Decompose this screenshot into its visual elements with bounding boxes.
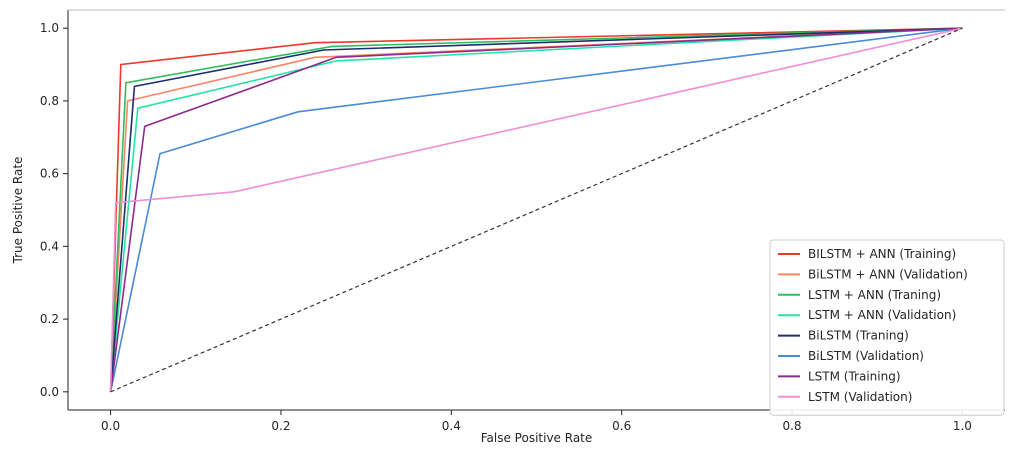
x-tick-label: 1.0 bbox=[953, 419, 972, 433]
y-tick-label: 0.6 bbox=[40, 167, 59, 181]
x-tick-label: 0.8 bbox=[782, 419, 801, 433]
y-tick-label: 0.4 bbox=[40, 239, 59, 253]
legend-label: LSTM (Training) bbox=[808, 369, 901, 383]
y-tick-label: 0.8 bbox=[40, 94, 59, 108]
series-line-lstm-ann-traning bbox=[109, 27, 963, 392]
legend-label: LSTM (Validation) bbox=[808, 390, 912, 404]
y-tick-label: 0.2 bbox=[40, 312, 59, 326]
legend-box bbox=[769, 239, 1005, 416]
series-group bbox=[109, 27, 963, 392]
legend-label: BiLSTM (Validation) bbox=[808, 349, 924, 363]
series-line-lstm-validation bbox=[109, 27, 963, 392]
x-tick-label: 0.6 bbox=[612, 419, 631, 433]
x-tick-label: 0.4 bbox=[442, 419, 461, 433]
legend: BILSTM + ANN (Training) BiLSTM + ANN (Val… bbox=[769, 239, 1005, 416]
y-axis-label: True Positive Rate bbox=[11, 157, 25, 265]
reference-diagonal-line bbox=[110, 27, 963, 393]
series-line-bilstm-validation bbox=[109, 27, 963, 392]
legend-label: BILSTM + ANN (Training) bbox=[808, 247, 956, 261]
legend-label: LSTM + ANN (Traning) bbox=[808, 288, 941, 302]
reference-line-group bbox=[110, 27, 963, 393]
series-line-lstm-training bbox=[109, 27, 963, 392]
x-axis-label: False Positive Rate bbox=[481, 431, 593, 445]
y-tick-label: 1.0 bbox=[40, 21, 59, 35]
series-line-lstm-ann-validation bbox=[109, 27, 963, 392]
x-tick-label: 0.2 bbox=[271, 419, 290, 433]
series-line-bilstm-traning bbox=[109, 27, 963, 392]
legend-label: BiLSTM (Traning) bbox=[808, 329, 909, 343]
y-tick-label: 0.0 bbox=[40, 385, 59, 399]
legend-label: LSTM + ANN (Validation) bbox=[808, 308, 956, 322]
x-tick-label: 0.0 bbox=[101, 419, 120, 433]
legend-label: BiLSTM + ANN (Validation) bbox=[808, 267, 968, 281]
